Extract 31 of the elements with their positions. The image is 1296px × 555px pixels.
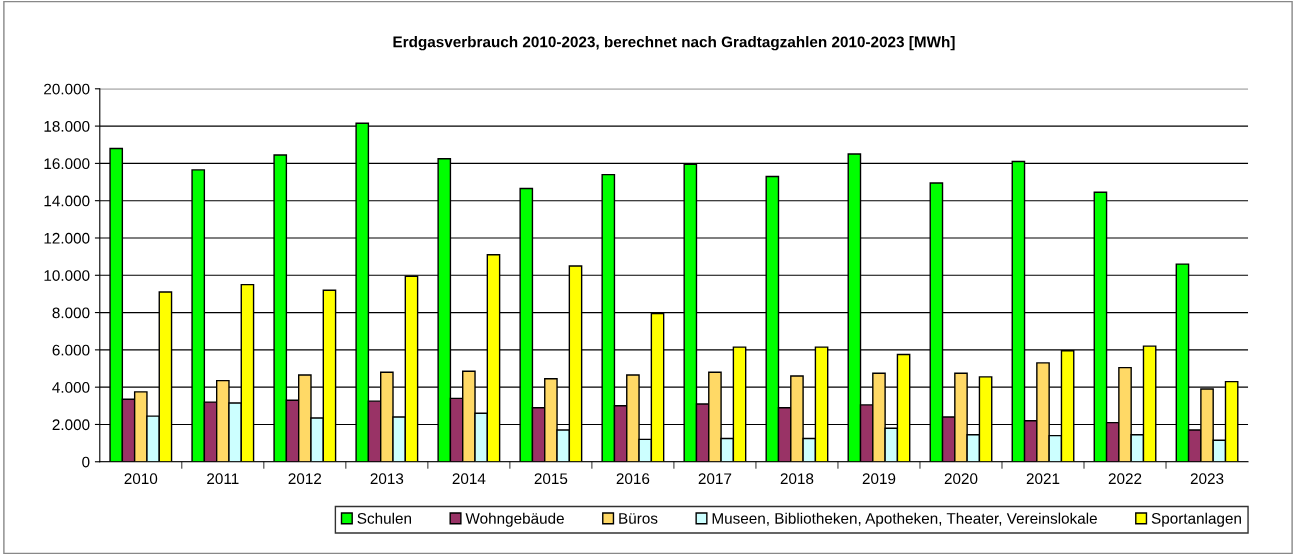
chart-title: Erdgasverbrauch 2010-2023, berechnet nach Gradtagzahlen 2010-2023 [MWh] [393, 36, 955, 51]
y-tick-label: 10.000 [44, 270, 90, 281]
y-tick-label: 6.000 [52, 344, 90, 356]
y-tick-label: 4.000 [52, 382, 90, 393]
x-tick-label: 2022 [1108, 473, 1142, 485]
x-tick-label: 2016 [616, 473, 650, 485]
x-tick-label: 2011 [207, 473, 239, 485]
y-tick-label: 14.000 [44, 195, 90, 207]
x-tick-label: 2013 [370, 473, 404, 485]
y-tick-label: 8.000 [52, 307, 90, 319]
legend-label: Museen, Bibliotheken, Apotheken, Theater, Vereinslokale [712, 512, 1097, 527]
legend-label: Schulen [357, 512, 411, 524]
x-tick-label: 2021 [1026, 473, 1060, 485]
y-tick-label: 20.000 [44, 83, 90, 95]
y-tick-label: 12.000 [44, 232, 90, 244]
y-tick-label: 0 [82, 456, 90, 468]
x-tick-label: 2015 [534, 473, 568, 485]
x-tick-label: 2019 [862, 473, 896, 485]
legend-label: Büros [619, 513, 658, 524]
legend-label: Sportanlagen [1151, 512, 1241, 527]
y-tick-label: 16.000 [44, 158, 90, 170]
x-tick-label: 2017 [698, 473, 732, 485]
x-tick-label: 2012 [288, 473, 322, 485]
x-tick-label: 2018 [780, 473, 814, 485]
y-tick-label: 18.000 [44, 120, 90, 132]
x-tick-label: 2014 [452, 473, 486, 485]
x-tick-label: 2020 [944, 473, 978, 485]
legend-label: Wohngebäude [465, 512, 564, 527]
y-tick-label: 2.000 [52, 419, 90, 431]
x-tick-label: 2023 [1190, 473, 1224, 485]
x-tick-label: 2010 [124, 473, 158, 485]
